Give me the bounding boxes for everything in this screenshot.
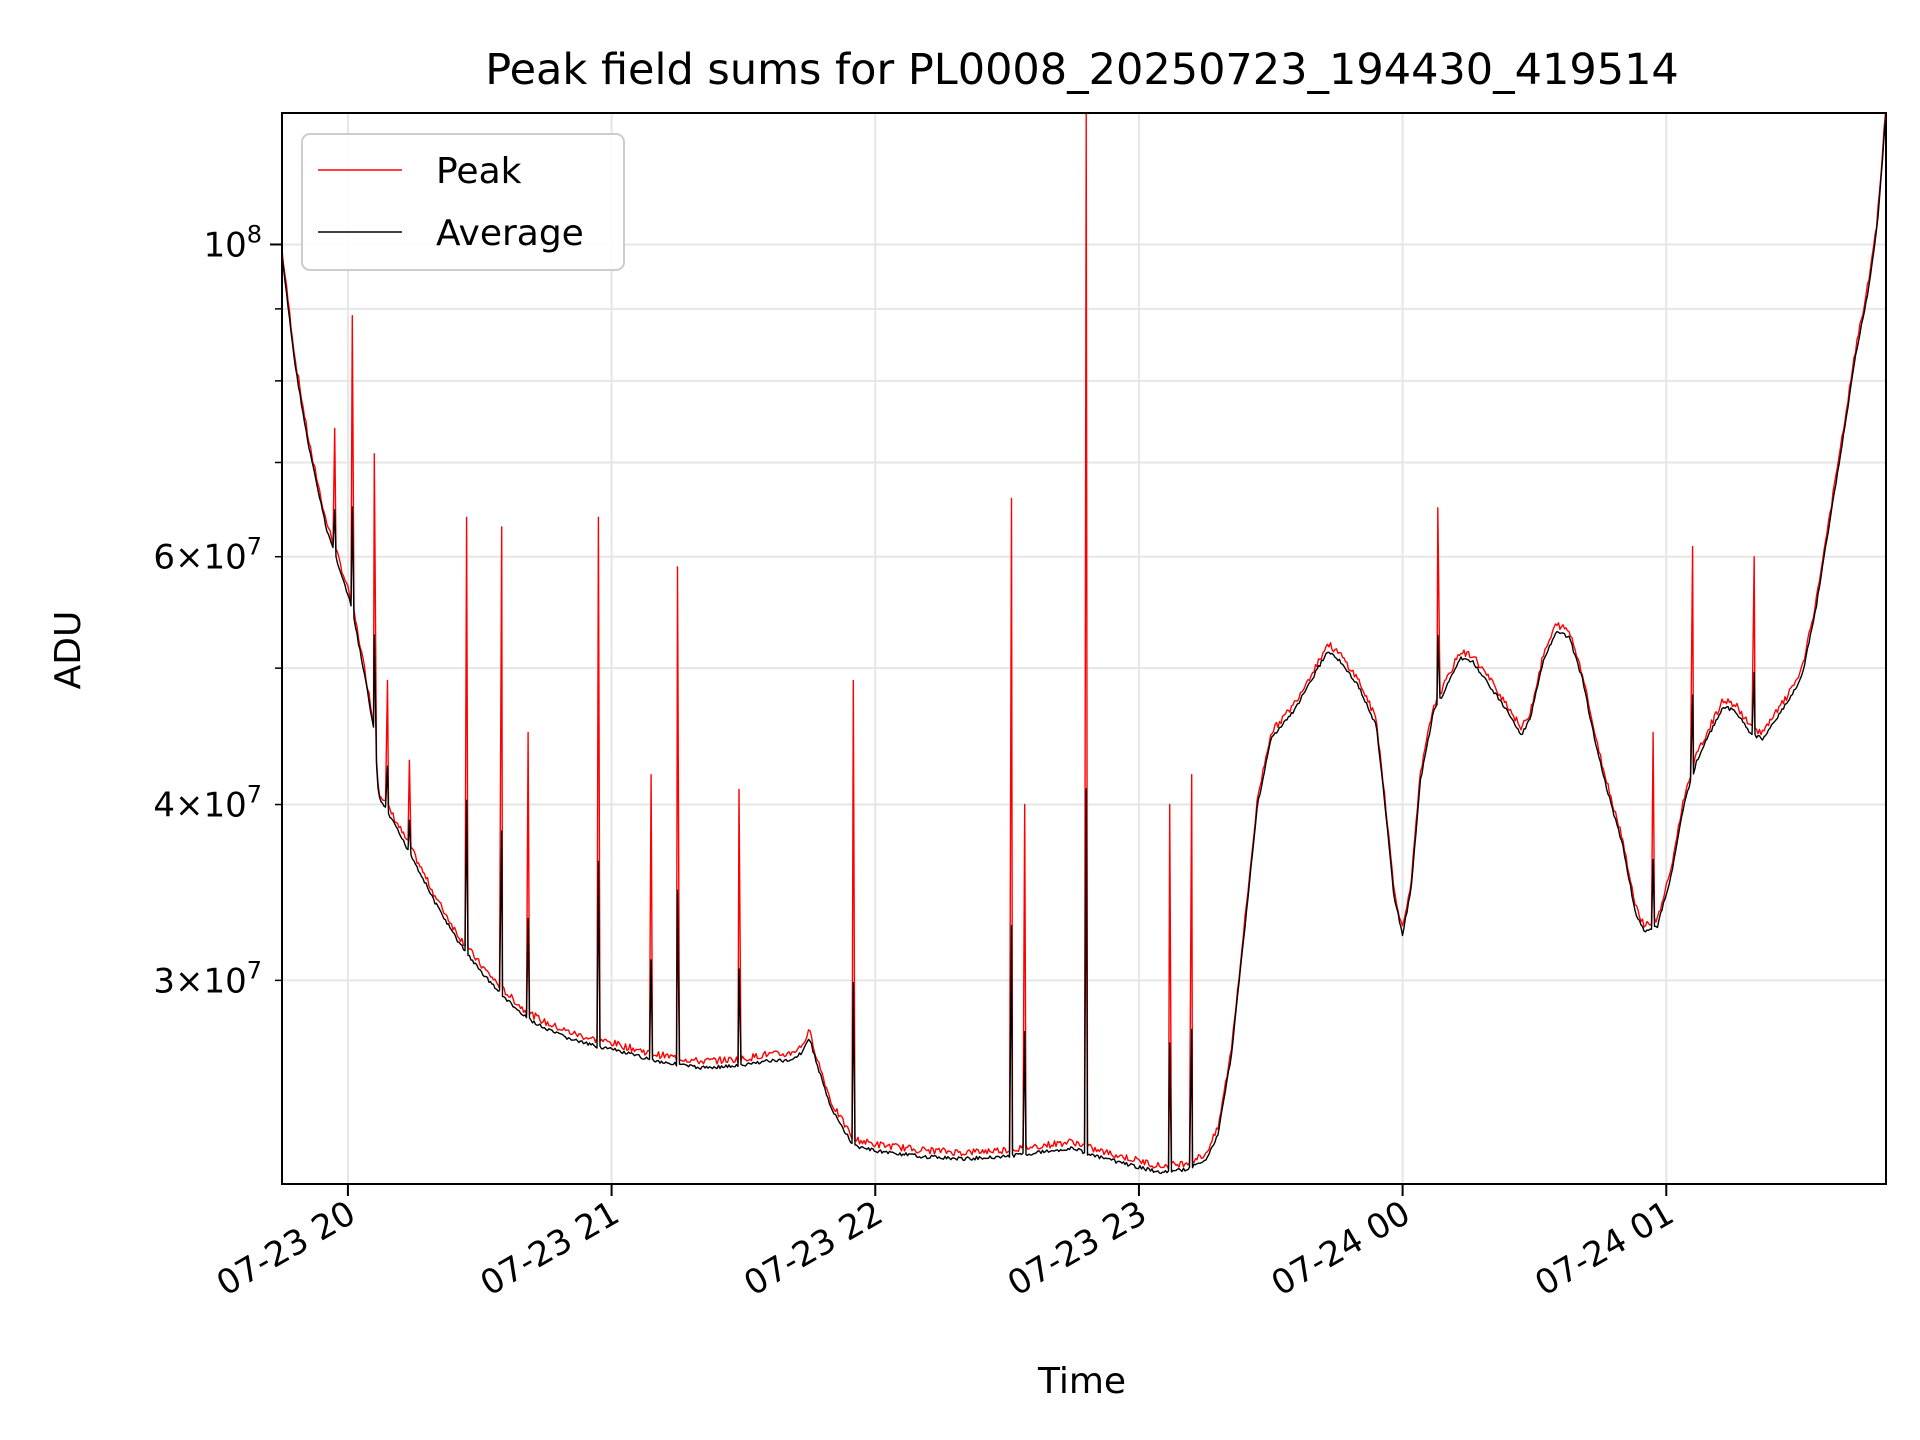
legend: Peak Average bbox=[301, 133, 625, 271]
series-average-line bbox=[281, 119, 1887, 1175]
plot-frame bbox=[281, 112, 1887, 1185]
legend-box bbox=[301, 133, 625, 271]
y-axis-label: ADU bbox=[48, 611, 89, 690]
y-tick-label: 6×107 bbox=[153, 533, 262, 578]
series-peak-line bbox=[281, 112, 1887, 1170]
legend-label-peak: Peak bbox=[436, 151, 522, 192]
chart-title: Peak field sums for PL0008_20250723_1944… bbox=[485, 45, 1679, 95]
y-tick-label: 4×107 bbox=[153, 781, 262, 826]
y-tick-label: 3×107 bbox=[153, 956, 262, 1001]
plot-data bbox=[281, 112, 1887, 1175]
grid bbox=[282, 113, 1886, 1184]
legend-label-average: Average bbox=[436, 213, 584, 254]
y-tick-label: 108 bbox=[203, 220, 262, 265]
x-axis-label: Time bbox=[1037, 1361, 1126, 1402]
